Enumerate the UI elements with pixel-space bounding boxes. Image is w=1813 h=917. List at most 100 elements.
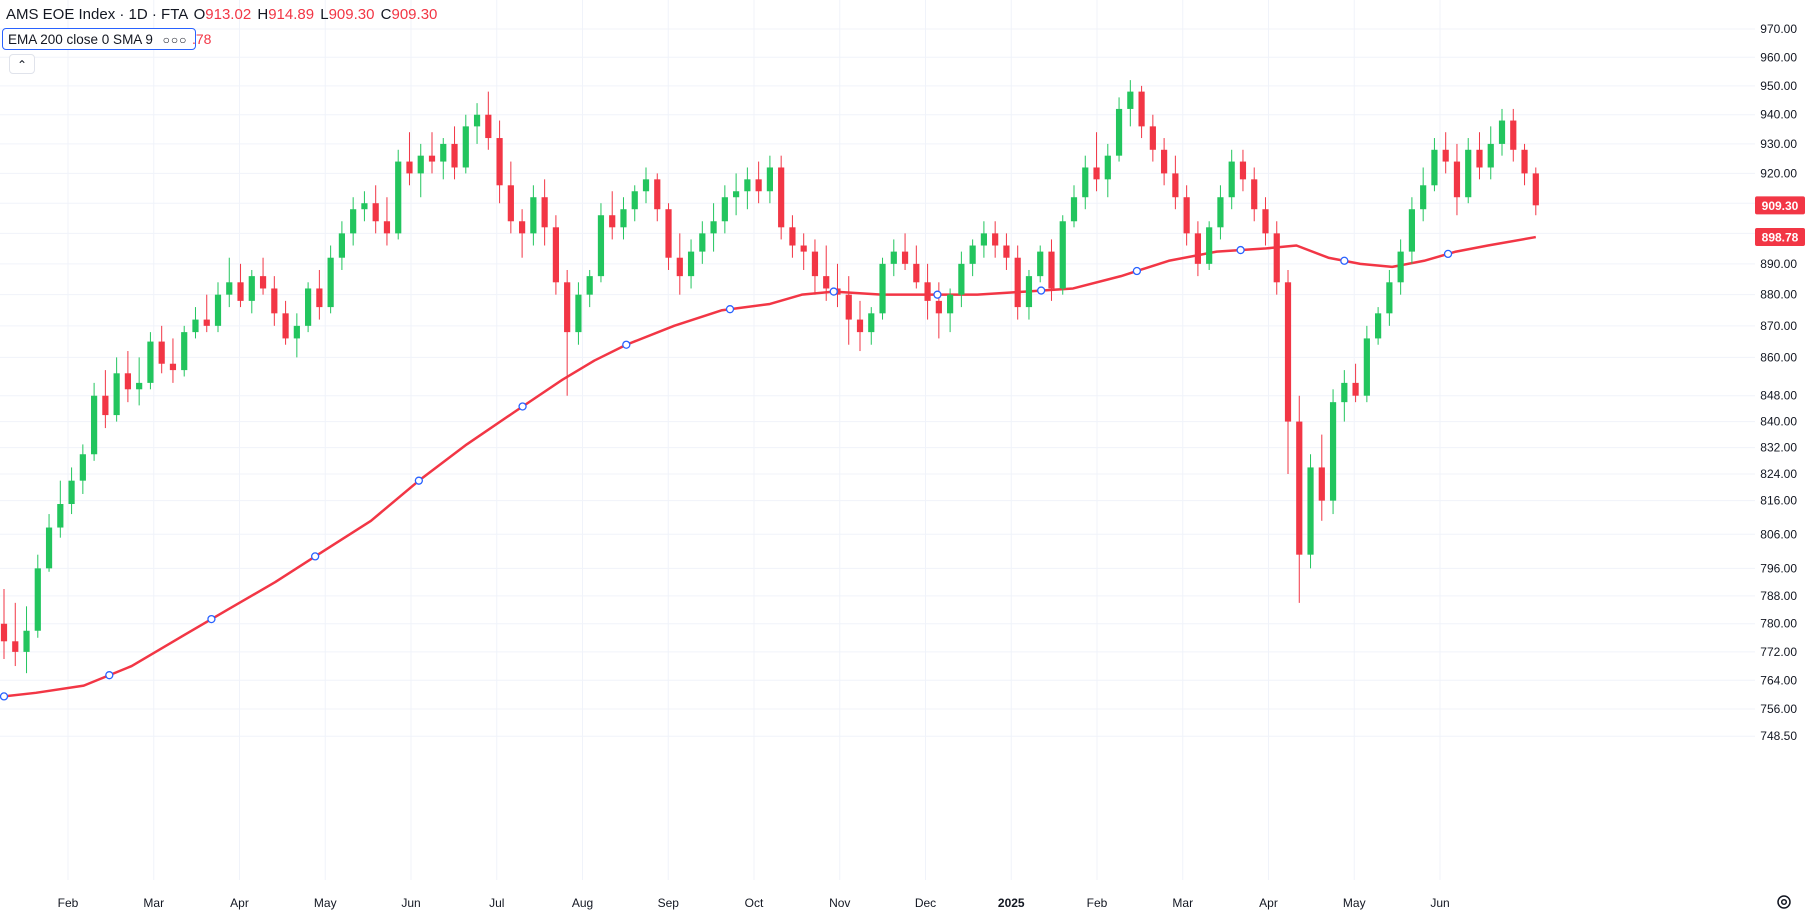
candle-body <box>1194 233 1202 264</box>
candle <box>350 197 357 246</box>
candle <box>676 233 683 295</box>
candle <box>811 239 819 295</box>
candle <box>91 382 98 461</box>
candle-body <box>1161 149 1168 174</box>
time-tick-label: Apr <box>230 896 249 910</box>
candle-body <box>1037 251 1044 277</box>
candle <box>575 282 582 345</box>
candle <box>947 288 954 333</box>
candle-body <box>947 294 954 314</box>
candle-body <box>451 143 458 168</box>
candle <box>23 606 30 674</box>
time-tick-label: Oct <box>745 896 764 910</box>
candle <box>1521 143 1528 186</box>
candle-body <box>68 480 75 505</box>
candle-body <box>1093 167 1100 180</box>
indicator-legend[interactable]: EMA 200 close 0 SMA 9 ○○○ <box>2 28 197 50</box>
candle-body <box>1307 467 1314 555</box>
time-tick-label: Jun <box>1430 896 1449 910</box>
ohlc-open: O913.02 <box>193 6 252 23</box>
candle-body <box>147 341 154 383</box>
candle-body <box>901 251 909 264</box>
candle <box>1307 454 1314 569</box>
ema-marker <box>829 287 838 296</box>
candle-body <box>1284 282 1292 422</box>
candle <box>1442 132 1449 174</box>
time-tick-label: Mar <box>143 896 164 910</box>
candle-body <box>552 227 559 283</box>
candle-body <box>879 263 886 314</box>
chart-grid <box>0 0 1755 880</box>
candle <box>485 91 492 150</box>
candle-body <box>361 203 368 210</box>
candle-body <box>1465 149 1472 198</box>
candle-body <box>0 623 8 642</box>
ema-marker <box>1236 245 1245 255</box>
candle <box>868 307 875 345</box>
candle <box>1206 221 1213 270</box>
ellipsis-icon[interactable]: ○○○ <box>162 33 188 47</box>
candle-body <box>564 282 571 333</box>
candle <box>1397 239 1404 295</box>
candle-body <box>136 382 143 390</box>
candle <box>1003 233 1010 270</box>
ema-marker <box>1340 256 1349 265</box>
candle-body <box>462 126 469 168</box>
candle <box>1048 239 1055 301</box>
ema-value-label-bg <box>1755 228 1805 247</box>
candle <box>1453 143 1461 216</box>
candle-body <box>1318 467 1325 501</box>
price-tick-label: 880.00 <box>1760 288 1797 302</box>
candle-body <box>823 276 830 289</box>
ohlc-close: C909.30 <box>380 6 438 23</box>
ema-marker <box>1443 249 1453 259</box>
candle <box>665 203 672 270</box>
candle-body <box>1442 149 1449 162</box>
candle <box>181 325 188 377</box>
price-tick-label: 756.00 <box>1760 702 1797 716</box>
candle-body <box>744 179 751 192</box>
candle-body <box>699 233 706 252</box>
chevron-up-icon[interactable]: ⌃ <box>9 54 35 74</box>
candle <box>1532 167 1539 216</box>
candle <box>147 332 154 390</box>
time-tick-label: Jul <box>489 896 504 910</box>
candle-body <box>924 282 931 301</box>
candle-body <box>169 363 177 371</box>
candle <box>428 132 436 174</box>
candle <box>169 338 177 383</box>
ohlc-low: L909.30 <box>320 6 375 23</box>
candle <box>1115 97 1123 162</box>
candle <box>226 257 233 308</box>
candle <box>1217 185 1224 240</box>
price-tick-label: 940.00 <box>1760 108 1797 122</box>
candle-body <box>1341 382 1348 403</box>
candle <box>519 209 526 258</box>
candle-body <box>868 313 875 333</box>
price-tick-label: 848.00 <box>1760 389 1797 403</box>
candle <box>451 126 458 180</box>
candle-body <box>158 341 165 364</box>
candle-body <box>338 233 345 258</box>
price-tick-label: 764.00 <box>1760 673 1797 687</box>
time-tick-label: Jun <box>401 896 420 910</box>
candle-body <box>45 527 53 569</box>
candle <box>1510 108 1517 162</box>
price-tick-label: 772.00 <box>1760 645 1797 659</box>
candle <box>496 120 503 204</box>
gear-icon[interactable] <box>1775 893 1793 911</box>
candle-body <box>710 221 717 234</box>
symbol-legend: AMS EOE Index · 1D · FTA O913.02 H914.89… <box>6 6 437 23</box>
time-tick-label: Dec <box>915 896 936 910</box>
candle <box>1498 108 1506 156</box>
candle-body <box>845 294 852 320</box>
candle <box>57 480 64 538</box>
candle <box>800 233 807 270</box>
ema-marker <box>207 614 216 624</box>
symbol-title[interactable]: AMS EOE Index · 1D · FTA <box>6 6 188 23</box>
last-price-label-text: 909.30 <box>1762 199 1799 213</box>
candle <box>958 251 965 308</box>
candle <box>1341 370 1348 422</box>
candle <box>778 155 785 240</box>
